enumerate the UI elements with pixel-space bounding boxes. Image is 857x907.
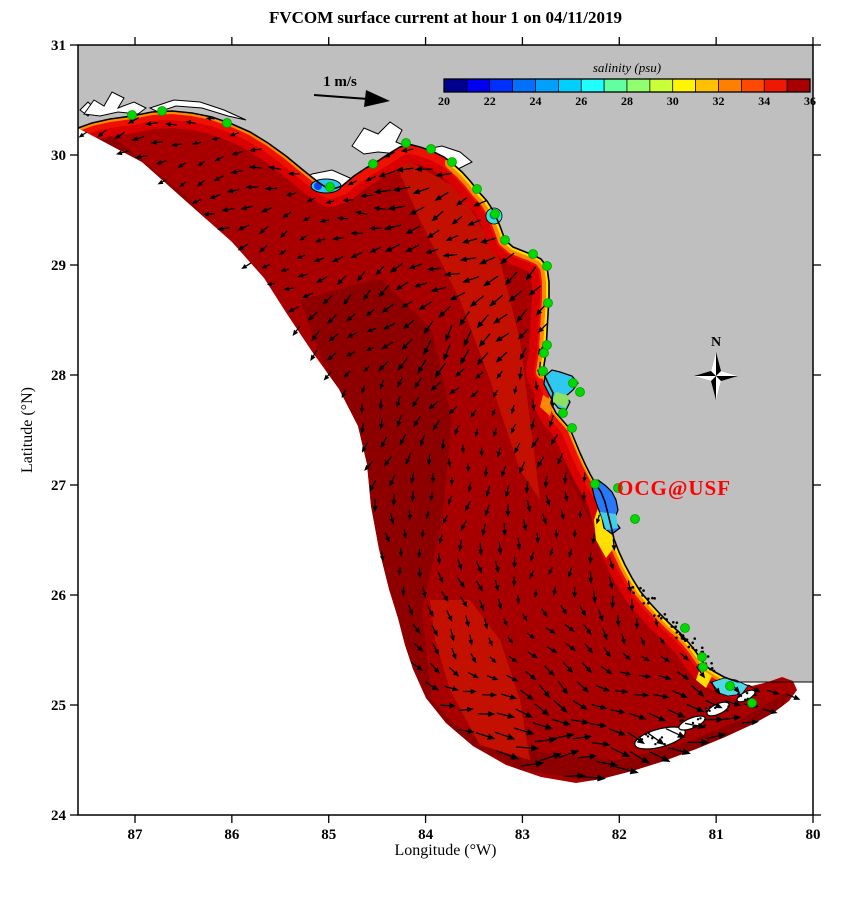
colorbar-tick-label: 34 (758, 94, 770, 108)
colorbar-tick-label: 28 (621, 94, 633, 108)
station-dot (490, 209, 500, 219)
x-tick-label: 82 (612, 827, 627, 843)
x-tick-label: 83 (515, 827, 530, 843)
compass-rose: N (694, 335, 738, 400)
y-tick-label: 31 (51, 38, 66, 54)
station-dot (725, 681, 735, 691)
colorbar: 20 22 24 26 28 30 32 34 36 (438, 78, 816, 108)
station-dot (538, 366, 548, 376)
colorbar-tick-label: 36 (804, 94, 816, 108)
y-tick-label: 28 (51, 368, 66, 384)
colorbar-tick-label: 22 (484, 94, 496, 108)
y-axis-label: Latitude (°N) (19, 387, 36, 473)
station-dot (630, 514, 640, 524)
x-tick-label: 86 (224, 827, 240, 843)
axes-frame: 87 86 85 84 83 82 81 80 31 30 29 28 27 26 25 24 (51, 37, 821, 843)
scale-arrow (313, 90, 390, 107)
station-dot (325, 182, 335, 192)
colorbar-tick-label: 20 (438, 94, 450, 108)
station-dot (698, 662, 708, 672)
station-dot (575, 387, 585, 397)
station-dot (747, 698, 757, 708)
station-dot (697, 652, 707, 662)
land-mass (78, 45, 813, 682)
station-dot (426, 144, 436, 154)
station-dot (542, 261, 552, 271)
colorbar-tick-label: 26 (575, 94, 587, 108)
y-tick-label: 30 (51, 148, 66, 164)
y-tick-label: 27 (51, 478, 67, 494)
colorbar-tick-label: 30 (667, 94, 679, 108)
plot-title: FVCOM surface current at hour 1 on 04/11… (268, 8, 623, 27)
y-tick-label: 25 (51, 698, 66, 714)
station-dot (528, 249, 538, 259)
x-tick-label: 87 (128, 827, 144, 843)
x-axis-label: Longitude (°W) (394, 842, 497, 859)
station-dot (222, 118, 232, 128)
y-tick-label: 26 (51, 588, 67, 604)
coastline (77, 110, 739, 683)
station-dot (500, 235, 510, 245)
colorbar-label: salinity (psu) (592, 60, 662, 75)
scale-arrow-label: 1 m/s (323, 74, 357, 90)
colorbar-tick-label: 24 (530, 94, 542, 108)
current-vector-field (78, 116, 801, 782)
station-dot (590, 479, 600, 489)
colorbar-tick-label: 32 (713, 94, 725, 108)
x-tick-label: 84 (418, 827, 434, 843)
y-tick-label: 29 (51, 258, 66, 274)
x-tick-label: 81 (709, 827, 724, 843)
station-dot (472, 184, 482, 194)
station-dot (368, 159, 378, 169)
station-dot (447, 157, 457, 167)
station-dot (401, 138, 411, 148)
y-tick-label: 24 (51, 808, 67, 824)
station-dot (567, 423, 577, 433)
station-dot (558, 408, 568, 418)
station-dot (157, 106, 167, 116)
station-markers (127, 106, 757, 708)
ocg-usf-annotation: OCG@USF (617, 476, 732, 500)
compass-n-label: N (711, 335, 721, 350)
station-dot (613, 483, 623, 493)
station-dot (127, 110, 137, 120)
station-dot (568, 378, 578, 388)
station-dot (539, 348, 549, 358)
x-tick-label: 80 (805, 827, 820, 843)
station-dot (680, 623, 690, 633)
station-dot (543, 298, 553, 308)
x-tick-label: 85 (321, 827, 336, 843)
